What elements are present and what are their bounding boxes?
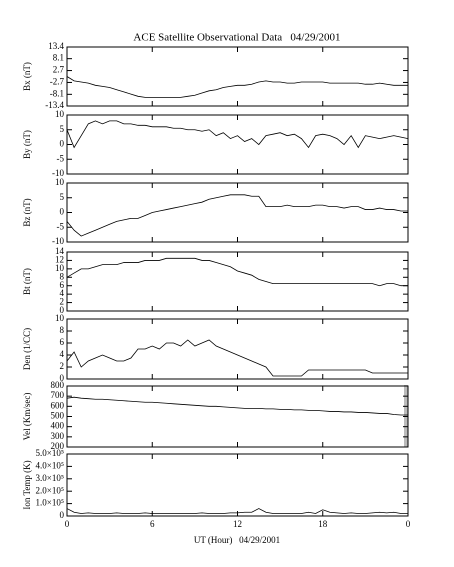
y-tick-label: 800 [51,380,65,390]
chart-title: ACE Satellite Observational Data 04/29/2… [133,32,340,44]
y-axis-label: By (nT) [22,130,32,159]
y-tick-label: 0 [60,207,65,217]
x-tick-label: 6 [150,519,155,529]
y-tick-label: 13.4 [48,41,64,51]
data-line [66,508,408,514]
y-tick-label: 8.1 [53,53,64,63]
y-tick-label: 10 [55,263,65,273]
y-tick-label: 4.0×10⁵ [36,460,64,470]
y-tick-label: 10 [55,177,65,187]
y-tick-label: 2.7 [53,65,65,75]
y-tick-label: 0 [60,305,65,315]
y-tick-label: 2.0×10⁵ [36,485,64,495]
data-line [66,339,408,377]
y-tick-label: -10 [52,236,64,246]
y-axis-label: Bt (nT) [22,268,32,295]
y-axis-label: Bz (nT) [22,198,32,226]
y-tick-label: 0 [60,373,65,383]
y-tick-label: -5 [57,221,65,231]
y-tick-label: 4 [60,288,65,298]
data-line [66,76,408,98]
y-tick-label: -5 [57,153,65,163]
x-tick-label: 12 [233,519,242,529]
y-tick-label: 6 [60,337,65,347]
y-tick-label: 500 [51,411,65,421]
y-tick-label: 200 [51,441,65,451]
y-tick-label: 10 [55,109,65,119]
y-tick-label: -10 [52,168,64,178]
y-tick-label: 0 [60,510,65,520]
y-tick-label: -13.4 [45,100,64,110]
x-tick-label: 0 [65,519,70,529]
y-tick-label: 8 [60,271,65,281]
data-line [66,257,408,287]
y-tick-label: 5 [60,192,65,202]
y-tick-label: 2 [60,361,65,371]
y-tick-label: 4 [60,349,65,359]
data-line [66,194,408,237]
y-tick-label: -8.1 [50,88,64,98]
y-tick-label: 1.0×10⁵ [36,498,64,508]
x-axis-label: UT (Hour) 04/29/2001 [194,535,280,545]
y-tick-label: 8 [60,325,65,335]
y-tick-label: 400 [51,421,65,431]
y-tick-label: 600 [51,400,65,410]
y-tick-label: 5 [60,124,65,134]
y-tick-label: -2.7 [50,77,65,87]
x-tick-label: 0 [406,519,411,529]
y-tick-label: 12 [55,254,64,264]
data-line [66,120,409,149]
y-tick-label: 5.0×10⁵ [36,448,64,458]
x-tick-label: 18 [318,519,328,529]
y-tick-label: 6 [60,280,65,290]
y-tick-label: 300 [51,431,65,441]
y-axis-label: Den (1/CC) [22,328,32,370]
y-axis-label: Bx (nT) [22,62,32,91]
y-axis-label: Vel (Km/sec) [22,393,32,441]
y-tick-label: 14 [55,246,65,256]
y-tick-label: 10 [55,313,65,323]
y-axis-label: Ion Temp (K) [22,460,32,509]
data-line [66,396,408,416]
y-tick-label: 3.0×10⁵ [36,473,64,483]
y-tick-label: 700 [51,390,65,400]
y-tick-label: 0 [60,139,65,149]
y-tick-label: 2 [60,297,65,307]
